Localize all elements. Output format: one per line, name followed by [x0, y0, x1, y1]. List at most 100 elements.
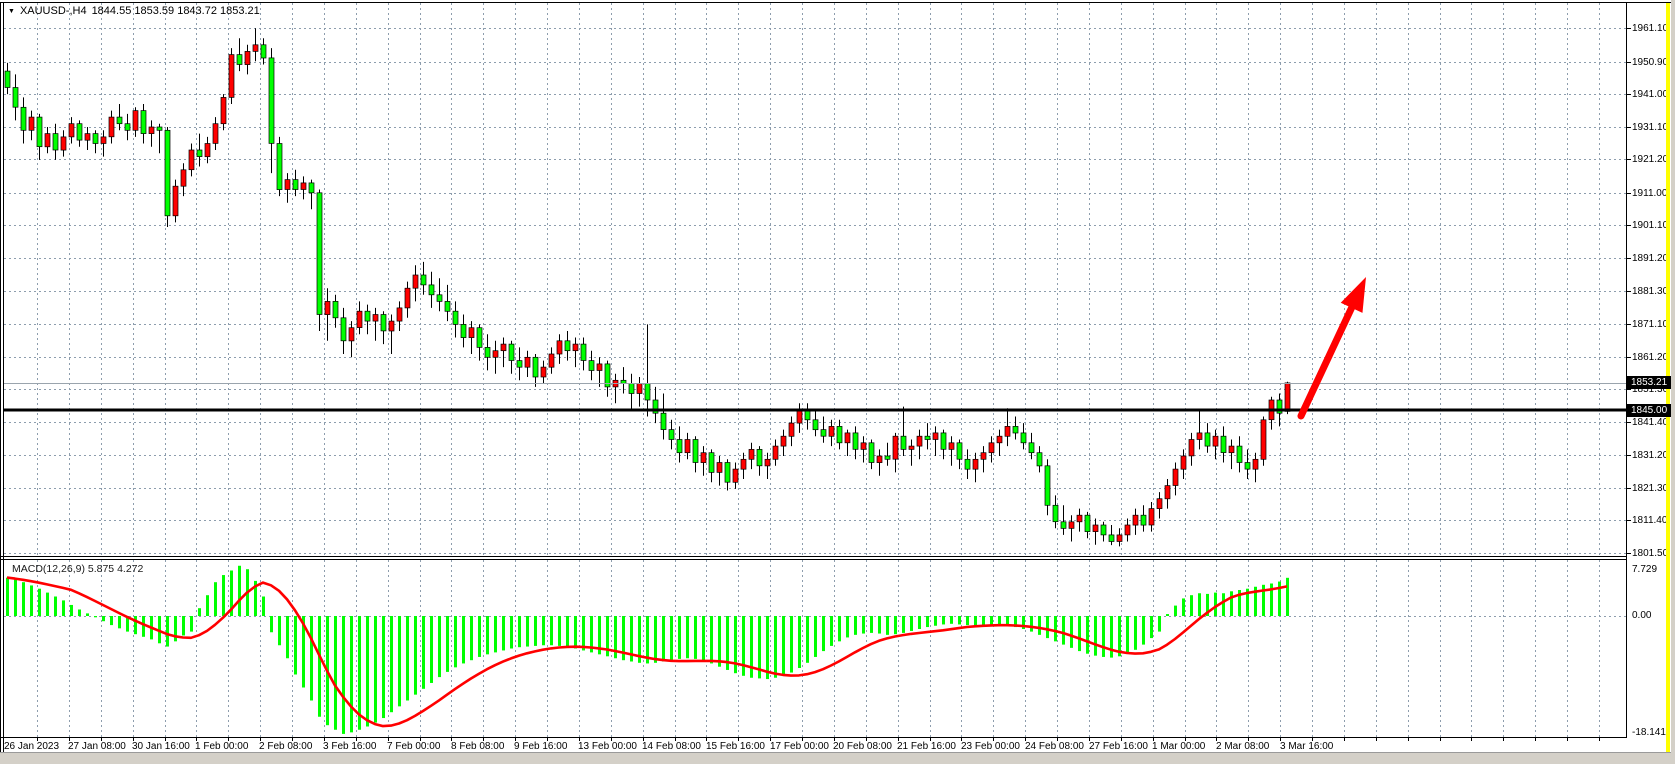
time-axis-label: 30 Jan 16:00 [132, 741, 190, 752]
macd-histogram-bar [1118, 616, 1121, 657]
time-axis-label: 3 Feb 16:00 [323, 741, 377, 752]
macd-histogram-bar [726, 616, 729, 670]
macd-histogram-bar [318, 616, 321, 717]
candle-body [1236, 445, 1243, 463]
macd-histogram-bar [286, 616, 289, 659]
candle-body [1148, 508, 1155, 526]
candle-body [516, 360, 523, 368]
macd-histogram-bar [926, 616, 929, 628]
macd-histogram-bar [1222, 593, 1225, 616]
candle-body [1188, 439, 1195, 457]
candle-body [244, 51, 251, 65]
candle-body [268, 57, 275, 144]
macd-histogram-bar [166, 616, 169, 647]
candle-body [284, 179, 291, 190]
macd-histogram-bar [862, 616, 865, 634]
candle-body [20, 106, 27, 131]
candle-body [116, 116, 123, 125]
candle-body [28, 116, 35, 131]
macd-histogram-bar [710, 616, 713, 664]
candle-body [956, 442, 963, 460]
candle-body [1124, 524, 1131, 536]
price-axis-label: 1921.20 [1632, 153, 1669, 165]
macd-histogram-bar [1078, 616, 1081, 652]
title-ohlc-values: 1844.55 1853.59 1843.72 1853.21 [91, 5, 260, 17]
macd-histogram-bar [86, 613, 89, 616]
candle-body [1180, 455, 1187, 470]
macd-histogram-bar [838, 616, 841, 642]
candle-body [636, 383, 643, 394]
macd-histogram-bar [1070, 616, 1073, 648]
macd-histogram-bar [214, 582, 217, 616]
macd-histogram-bar [534, 616, 537, 646]
candle-body [428, 284, 435, 296]
price-axis-label: 1961.10 [1632, 22, 1669, 34]
candle-body [180, 169, 187, 187]
candle-body [68, 123, 75, 138]
candle-body [740, 458, 747, 470]
symbol-dropdown-icon[interactable]: ▼ [8, 7, 15, 15]
macd-histogram-bar [1262, 584, 1265, 616]
macd-histogram-bar [878, 616, 881, 634]
macd-histogram-bar [22, 582, 25, 616]
candle-body [1252, 458, 1259, 470]
macd-histogram-bar [30, 585, 33, 616]
macd-histogram-bar [1230, 591, 1233, 616]
macd-histogram-bar [638, 616, 641, 663]
candle-body [196, 149, 203, 157]
macd-histogram-bar [1238, 590, 1241, 616]
candle-body [1044, 465, 1051, 506]
macd-histogram-bar [174, 616, 177, 642]
candle-body [324, 301, 331, 315]
macd-histogram-bar [422, 616, 425, 689]
macd-histogram-bar [390, 616, 393, 713]
macd-histogram-bar [774, 616, 777, 678]
macd-histogram-bar [382, 616, 385, 719]
macd-histogram-bar [302, 616, 305, 688]
price-axis-label: 1801.50 [1632, 547, 1669, 559]
macd-histogram-bar [614, 616, 617, 659]
time-axis-label: 27 Jan 08:00 [68, 741, 126, 752]
candle-body [716, 462, 723, 473]
macd-histogram-bar [1206, 593, 1209, 616]
candle-body [556, 340, 563, 355]
candle-body [524, 356, 531, 368]
macd-histogram-bar [822, 616, 825, 652]
trend-arrow-shaft[interactable] [1297, 298, 1358, 420]
time-axis-label: 1 Mar 00:00 [1152, 741, 1206, 752]
macd-histogram-bar [854, 616, 857, 635]
candle-body [508, 343, 515, 361]
macd-histogram-bar [54, 596, 57, 616]
candle-body [756, 449, 763, 467]
candle-body [548, 353, 555, 368]
price-axis-label: 1950.90 [1632, 56, 1669, 68]
macd-histogram-bar [766, 616, 769, 680]
window-frame-bottom [0, 753, 1675, 764]
candle-body [492, 350, 499, 358]
macd-histogram-bar [1198, 593, 1201, 616]
candle-body [348, 327, 355, 342]
macd-histogram-bar [582, 616, 585, 651]
candle-body [940, 432, 947, 450]
candle-body [604, 363, 611, 388]
candle-body [1132, 514, 1139, 526]
macd-histogram-bar [870, 616, 873, 633]
candle-body [84, 133, 91, 141]
candle-body [908, 445, 915, 450]
candle-body [788, 422, 795, 437]
candle-body [500, 343, 507, 352]
time-axis-label: 17 Feb 00:00 [770, 741, 829, 752]
candle-body [444, 301, 451, 312]
candle-body [628, 383, 635, 394]
candle-body [860, 442, 867, 450]
macd-histogram-bar [1102, 616, 1105, 657]
macd-histogram-bar [62, 600, 65, 616]
candle-body [1036, 452, 1043, 467]
time-axis-label: 21 Feb 16:00 [897, 741, 956, 752]
trend-arrow-head[interactable] [1340, 277, 1366, 313]
candle-body [796, 409, 803, 424]
candle-body [108, 116, 115, 138]
macd-histogram-bar [334, 616, 337, 730]
price-axis-label: 1901.10 [1632, 219, 1669, 231]
